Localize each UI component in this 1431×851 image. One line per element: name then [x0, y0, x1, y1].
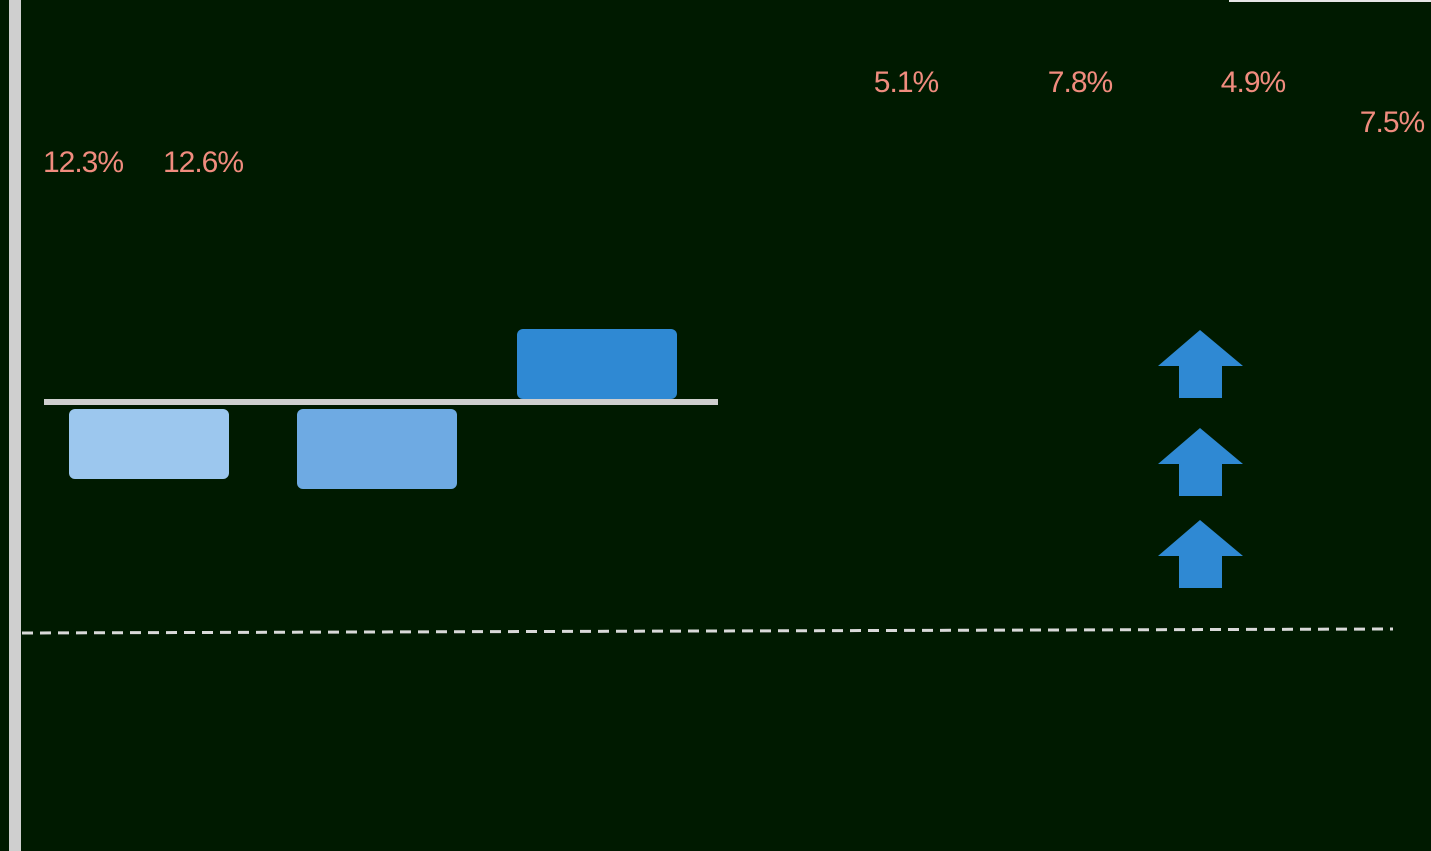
up-arrow-icon [1158, 428, 1243, 496]
value-label-1: 12.3% [43, 146, 123, 179]
bar-1 [69, 409, 229, 479]
up-arrow-icon [1158, 520, 1243, 588]
y-axis-bar [9, 0, 21, 851]
value-label-6: 4.9% [1221, 66, 1286, 99]
value-label-7: 7.5% [1360, 106, 1425, 139]
bar-3 [517, 329, 677, 399]
reference-dashed-line [21, 627, 1394, 635]
up-arrow-icon [1158, 330, 1243, 398]
value-label-2: 12.6% [163, 146, 243, 179]
value-label-4: 5.1% [874, 66, 939, 99]
bar-2 [297, 409, 457, 489]
value-label-5: 7.8% [1048, 66, 1113, 99]
top-right-border [1229, 0, 1431, 2]
